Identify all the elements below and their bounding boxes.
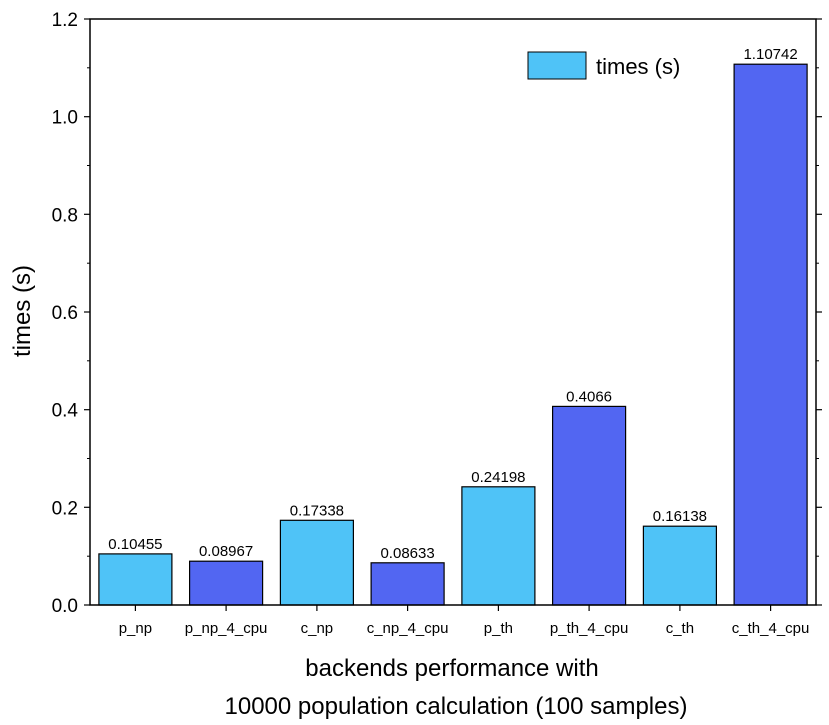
- y-tick-label-0: 0.0: [52, 596, 78, 617]
- legend-swatch: [527, 51, 587, 80]
- bar-p_th: [461, 486, 536, 606]
- bar-p_np_4_cpu: [189, 560, 264, 606]
- axes-group: [89, 18, 817, 606]
- data-label-p_np: 0.10455: [108, 536, 162, 553]
- bar-p_np: [98, 553, 173, 606]
- bars-group: [98, 63, 808, 606]
- y-tick-label-5: 1.0: [52, 108, 78, 129]
- data-label-p_th_4_cpu: 0.4066: [566, 388, 612, 405]
- y-tick-label-3: 0.6: [52, 303, 78, 324]
- x-axis-title-line2: 10000 population calculation (100 sample…: [225, 693, 688, 720]
- y-tick-label-6: 1.2: [52, 10, 78, 31]
- y-axis-title: times (s): [9, 265, 36, 357]
- x-tick-label-c_np: c_np: [301, 620, 334, 637]
- legend: times (s): [527, 51, 680, 80]
- data-label-c_th_4_cpu: 1.10742: [743, 46, 797, 63]
- plot-frame: [89, 18, 817, 606]
- data-label-c_np: 0.17338: [290, 502, 344, 519]
- x-tick-label-p_th_4_cpu: p_th_4_cpu: [550, 620, 628, 637]
- x-tick-label-c_th: c_th: [666, 620, 694, 637]
- y-tick-label-4: 0.8: [52, 205, 78, 226]
- legend-label: times (s): [596, 54, 680, 79]
- data-labels-group: 0.10455 0.08967 0.17338 0.08633 0.24198 0.406…: [108, 46, 797, 562]
- x-tick-label-p_np: p_np: [119, 620, 152, 637]
- data-label-p_th: 0.24198: [471, 469, 525, 486]
- y-tick-label-2: 0.4: [52, 401, 79, 422]
- bar-c_np: [279, 519, 354, 606]
- x-tick-label-c_np_4_cpu: c_np_4_cpu: [367, 620, 449, 637]
- y-ticks-group: 0.0 0.2 0.4 0.6 0.8 1.0 1.2: [52, 10, 822, 617]
- x-tick-label-c_th_4_cpu: c_th_4_cpu: [732, 620, 810, 637]
- bar-c_th_4_cpu: [733, 63, 808, 606]
- x-tick-label-p_np_4_cpu: p_np_4_cpu: [185, 620, 268, 637]
- bar-p_th_4_cpu: [551, 405, 627, 606]
- bar-c_np_4_cpu: [370, 562, 445, 606]
- x-axis-title-line1: backends performance with: [305, 655, 598, 682]
- x-tick-label-p_th: p_th: [484, 620, 513, 637]
- bar-c_th: [642, 525, 718, 606]
- data-label-p_np_4_cpu: 0.08967: [199, 543, 253, 560]
- data-label-c_np_4_cpu: 0.08633: [380, 545, 434, 562]
- y-tick-label-1: 0.2: [52, 498, 78, 519]
- x-ticks-group: p_np p_np_4_cpu c_np c_np_4_cpu p_th p_th_4_c…: [119, 605, 810, 637]
- data-label-c_th: 0.16138: [653, 508, 707, 525]
